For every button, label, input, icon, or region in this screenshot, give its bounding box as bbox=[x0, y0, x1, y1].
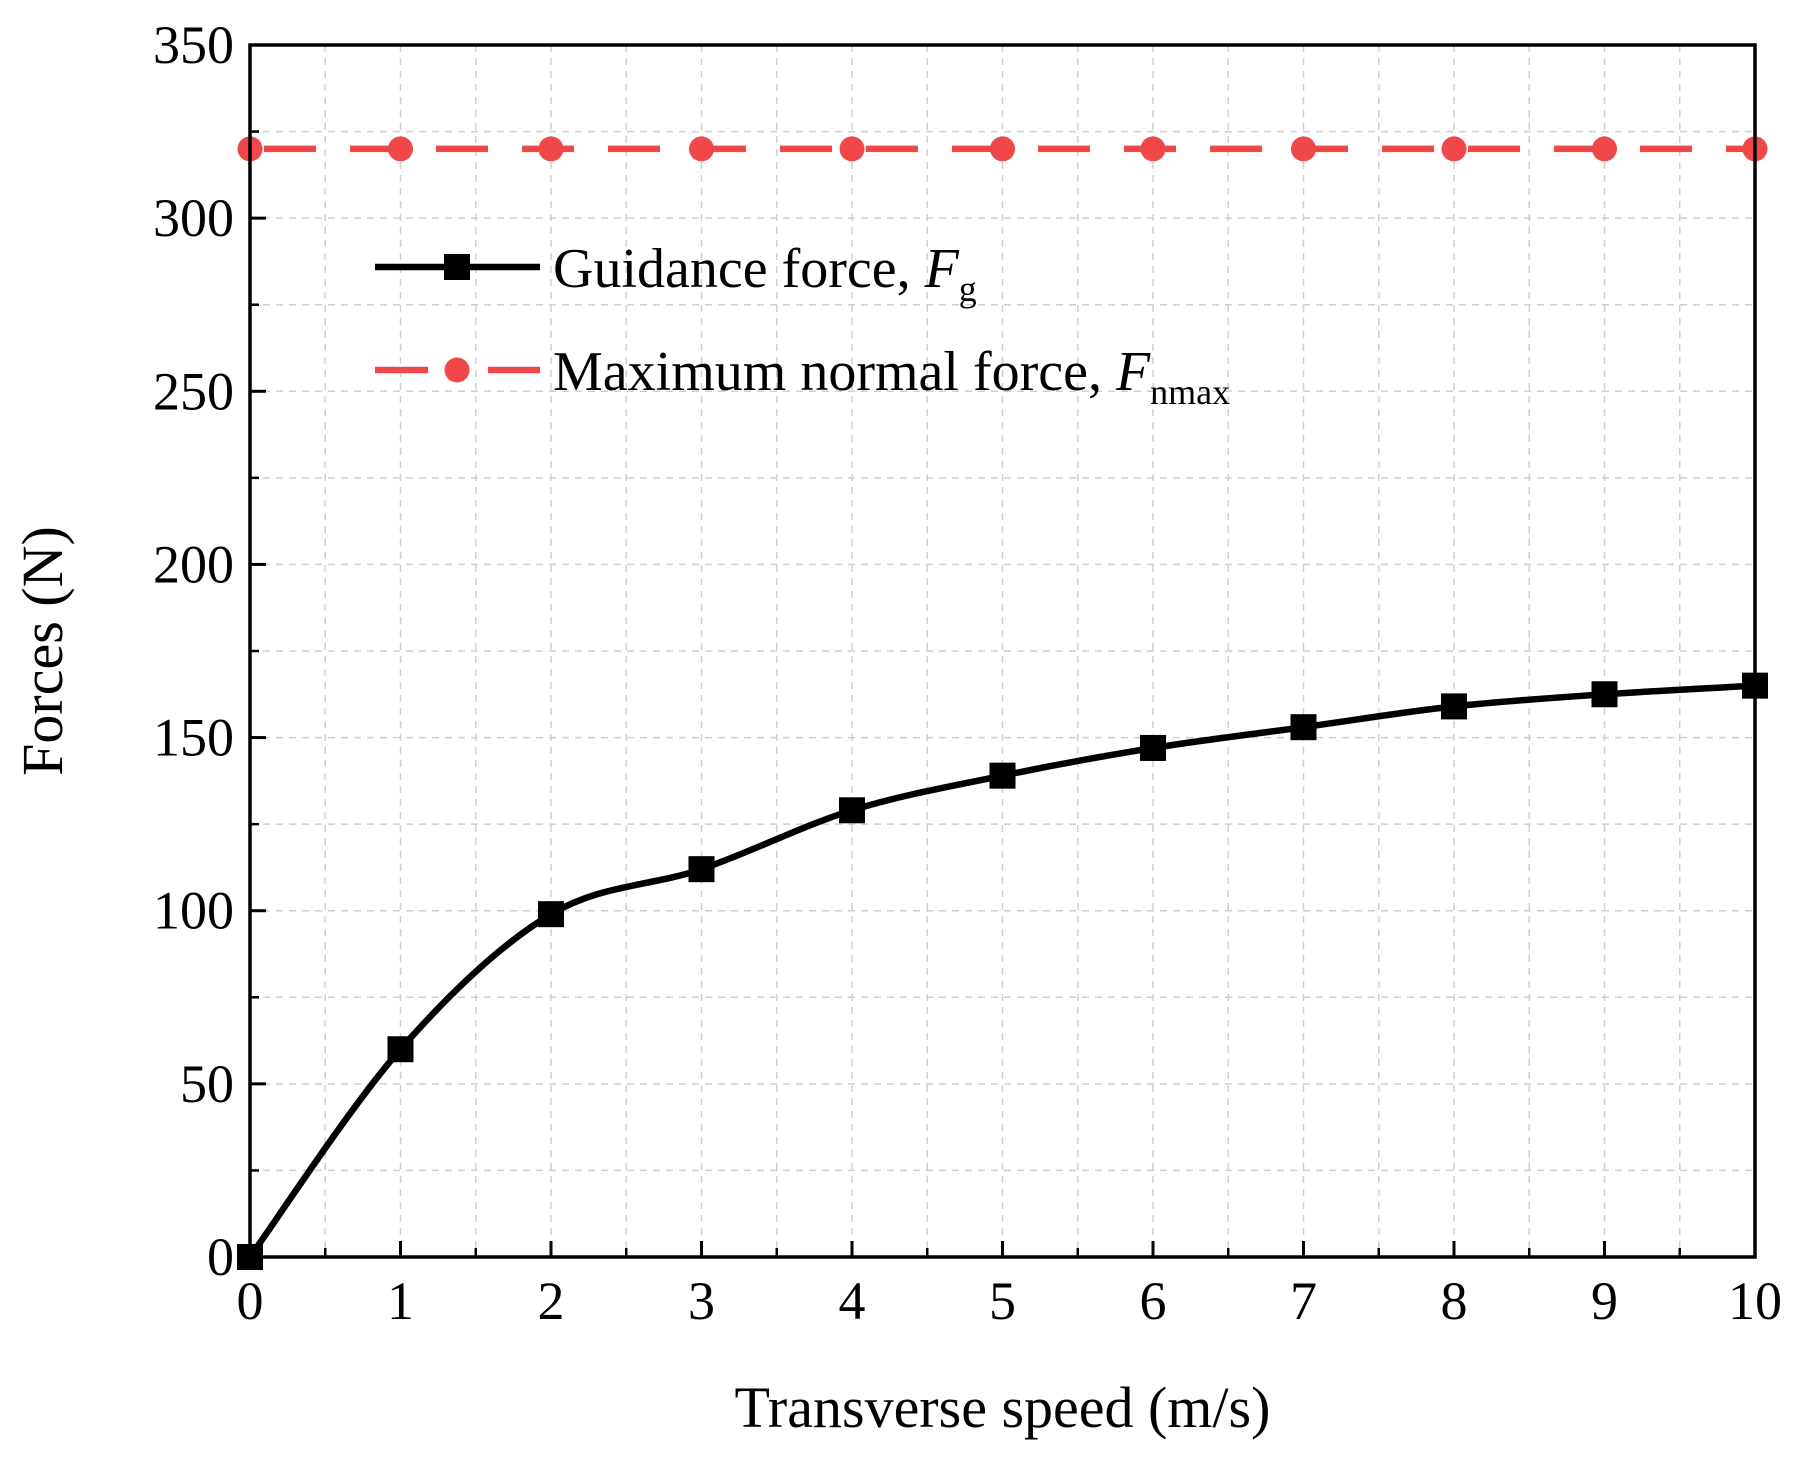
x-tick-label: 5 bbox=[989, 1271, 1016, 1331]
x-tick-label: 2 bbox=[538, 1271, 565, 1331]
data-point bbox=[989, 762, 1016, 789]
data-point bbox=[1441, 693, 1467, 720]
legend-label: Maximum normal force, Fnmax bbox=[553, 341, 1230, 412]
data-point bbox=[1140, 734, 1166, 761]
data-point bbox=[1591, 681, 1618, 708]
data-point bbox=[1140, 136, 1166, 162]
data-point bbox=[1290, 714, 1317, 741]
y-axis-title: Forces (N) bbox=[10, 526, 75, 776]
y-tick-label: 50 bbox=[180, 1054, 234, 1114]
y-tick-label: 300 bbox=[153, 188, 234, 248]
legend-label: Guidance force, Fg bbox=[553, 238, 977, 309]
data-point bbox=[538, 901, 564, 928]
data-point bbox=[538, 136, 564, 162]
legend: Guidance force, Fg Maximum normal force, … bbox=[375, 238, 1230, 412]
x-tick-label: 0 bbox=[237, 1271, 264, 1331]
y-tick-label: 200 bbox=[153, 534, 234, 594]
data-point bbox=[387, 1036, 414, 1063]
data-point bbox=[1291, 136, 1316, 162]
y-tick-label: 350 bbox=[153, 15, 234, 75]
x-tick-label: 9 bbox=[1591, 1271, 1618, 1331]
legend-marker bbox=[444, 254, 470, 280]
y-tick-label: 150 bbox=[153, 708, 234, 768]
x-tick-label: 1 bbox=[387, 1271, 414, 1331]
data-point bbox=[388, 136, 413, 162]
legend-marker bbox=[444, 357, 470, 383]
x-tick-label: 10 bbox=[1728, 1271, 1782, 1331]
data-point bbox=[1592, 136, 1617, 162]
x-tick-label: 8 bbox=[1441, 1271, 1468, 1331]
x-axis-title: Transverse speed (m/s) bbox=[735, 1375, 1271, 1440]
y-tick-label: 250 bbox=[153, 361, 234, 421]
data-point bbox=[839, 797, 865, 824]
legend-item-guidance-force: Guidance force, Fg bbox=[375, 238, 977, 309]
data-point bbox=[688, 856, 715, 883]
x-tick-label: 3 bbox=[688, 1271, 715, 1331]
x-tick-label: 4 bbox=[839, 1271, 866, 1331]
y-tick-label: 100 bbox=[153, 881, 234, 941]
data-point bbox=[689, 136, 714, 162]
y-tick-label: 0 bbox=[207, 1227, 234, 1287]
grid bbox=[250, 45, 1755, 1257]
x-tick-label: 6 bbox=[1140, 1271, 1167, 1331]
series-line bbox=[247, 682, 1756, 1259]
x-tick-label: 7 bbox=[1290, 1271, 1317, 1331]
data-point bbox=[839, 136, 865, 162]
data-point bbox=[1441, 136, 1467, 162]
data-point bbox=[990, 136, 1015, 162]
legend-item-maximum-normal-force: Maximum normal force, Fnmax bbox=[375, 341, 1230, 412]
